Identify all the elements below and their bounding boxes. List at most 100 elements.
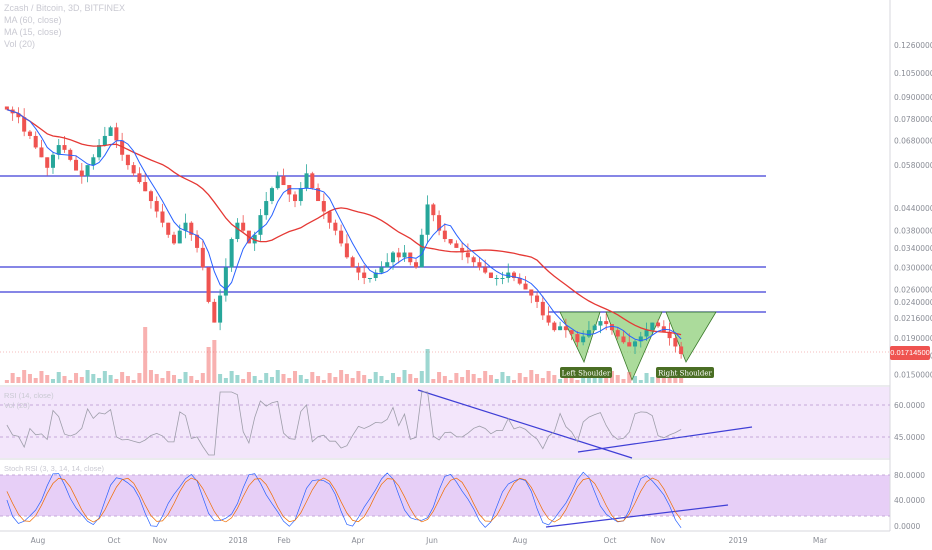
candle-body[interactable] — [171, 234, 177, 244]
candle-body[interactable] — [419, 234, 424, 268]
candle-body[interactable] — [108, 127, 113, 136]
candle-body[interactable] — [385, 262, 390, 268]
candle-body[interactable] — [85, 165, 90, 177]
candle-body[interactable] — [414, 262, 419, 268]
candle-body[interactable] — [609, 324, 614, 331]
candle-body[interactable] — [287, 185, 292, 195]
candle-body[interactable] — [258, 215, 263, 235]
candle-body[interactable] — [506, 272, 511, 278]
candle-body[interactable] — [50, 154, 55, 168]
candle-body[interactable] — [460, 247, 465, 253]
candle-body[interactable] — [229, 239, 234, 268]
candle-body[interactable] — [91, 157, 96, 166]
candle-body[interactable] — [264, 201, 269, 216]
candle-body[interactable] — [114, 127, 119, 141]
candle-body[interactable] — [200, 247, 205, 268]
candle-body[interactable] — [592, 325, 597, 331]
candle-body[interactable] — [581, 336, 586, 343]
candle-body[interactable] — [148, 191, 153, 202]
candle-body[interactable] — [644, 330, 649, 337]
candle-body[interactable] — [74, 159, 79, 171]
candle-body[interactable] — [102, 135, 107, 146]
candle-body[interactable] — [79, 170, 84, 177]
candle-body[interactable] — [27, 131, 32, 136]
candle-body[interactable] — [390, 252, 395, 263]
candle-body[interactable] — [437, 215, 442, 231]
candle-body[interactable] — [316, 188, 321, 202]
candle-body[interactable] — [633, 341, 638, 347]
time-axis[interactable]: Aug Oct Nov 2018 Feb Apr Jun Aug Oct Nov 2019 Mar — [31, 536, 828, 545]
candle-body[interactable] — [379, 267, 384, 273]
candle-body[interactable] — [667, 331, 672, 339]
stoch-k-line[interactable] — [6, 471, 682, 529]
candle-body[interactable] — [45, 157, 50, 168]
candle-body[interactable] — [339, 230, 344, 244]
candle-body[interactable] — [22, 117, 27, 132]
candle-body[interactable] — [310, 173, 315, 189]
candle-body[interactable] — [131, 165, 136, 174]
candle-body[interactable] — [477, 262, 482, 268]
candle-body[interactable] — [235, 222, 240, 240]
candle-body[interactable] — [275, 176, 280, 189]
candle-body[interactable] — [650, 322, 655, 331]
ma-fast-line[interactable] — [6, 109, 682, 342]
candle-body[interactable] — [137, 173, 142, 183]
candle-body[interactable] — [604, 321, 609, 325]
candle-body[interactable] — [195, 234, 200, 248]
candle-body[interactable] — [241, 222, 246, 231]
candle-body[interactable] — [177, 230, 182, 244]
candle-body[interactable] — [523, 283, 528, 290]
candle-body[interactable] — [396, 252, 401, 258]
candle-body[interactable] — [558, 326, 563, 331]
candle-body[interactable] — [298, 188, 303, 202]
candle-body[interactable] — [656, 322, 661, 327]
candle-body[interactable] — [598, 321, 603, 326]
candle-body[interactable] — [679, 346, 684, 355]
candle-body[interactable] — [125, 154, 130, 166]
candle-body[interactable] — [166, 222, 171, 235]
candle-body[interactable] — [218, 295, 223, 323]
candle-body[interactable] — [540, 301, 545, 316]
candle-body[interactable] — [33, 135, 38, 148]
candle-body[interactable] — [304, 173, 309, 189]
candle-body[interactable] — [627, 342, 632, 347]
candle-body[interactable] — [673, 338, 678, 347]
candle-body[interactable] — [62, 145, 67, 150]
candle-body[interactable] — [517, 277, 522, 284]
candle-body[interactable] — [183, 222, 188, 231]
candle-body[interactable] — [425, 204, 430, 235]
price-axis[interactable]: 0.12600000 0.10500000 0.09000000 0.07800000… — [894, 41, 932, 380]
candle-body[interactable] — [442, 230, 447, 240]
candle-body[interactable] — [586, 330, 591, 337]
candle-body[interactable] — [39, 147, 44, 158]
candle-body[interactable] — [465, 252, 470, 258]
candle-body[interactable] — [97, 145, 102, 158]
candle-body[interactable] — [431, 204, 436, 216]
rsi-line[interactable] — [6, 391, 682, 456]
candle-body[interactable] — [281, 176, 286, 186]
candle-body[interactable] — [356, 267, 361, 273]
candle-body[interactable] — [56, 145, 61, 155]
candle-body[interactable] — [569, 330, 574, 335]
candle-body[interactable] — [638, 336, 643, 342]
candle-body[interactable] — [189, 222, 194, 235]
candle-body[interactable] — [373, 272, 378, 278]
candle-body[interactable] — [483, 267, 488, 273]
candle-body[interactable] — [252, 234, 257, 244]
candle-body[interactable] — [494, 277, 499, 279]
candle-body[interactable] — [344, 243, 349, 258]
candle-body[interactable] — [448, 239, 453, 244]
ma-slow-line[interactable] — [6, 108, 682, 336]
candle-body[interactable] — [269, 188, 274, 202]
candle-body[interactable] — [621, 336, 626, 343]
candle-body[interactable] — [552, 322, 557, 331]
candle-body[interactable] — [500, 277, 505, 279]
rsi-trendline-up[interactable] — [577, 426, 753, 453]
candle-body[interactable] — [511, 272, 517, 278]
candle-body[interactable] — [350, 257, 355, 268]
stoch-d-line[interactable] — [6, 477, 682, 523]
candle-body[interactable] — [362, 272, 367, 278]
candle-body[interactable] — [402, 252, 407, 258]
candle-body[interactable] — [120, 140, 125, 155]
candle-body[interactable] — [563, 326, 568, 331]
